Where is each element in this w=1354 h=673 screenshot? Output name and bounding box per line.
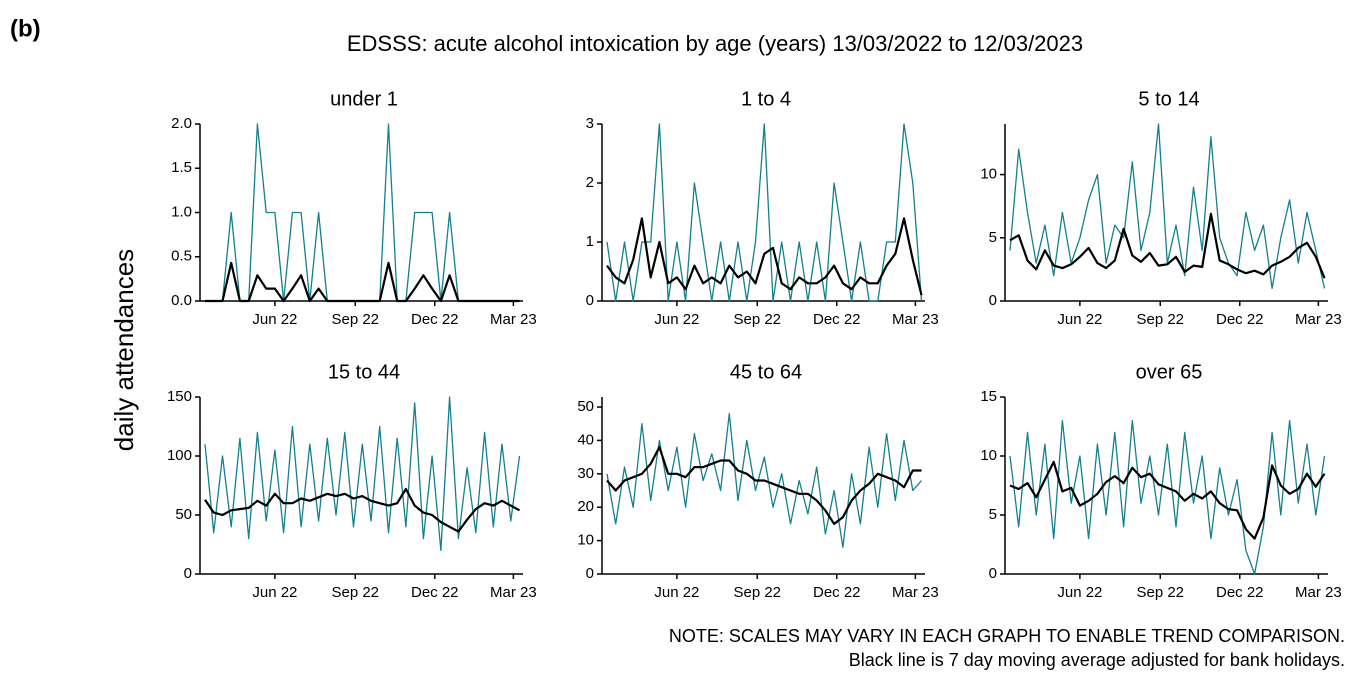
- panel-title: over 65: [1136, 361, 1203, 383]
- y-tick-label: 1.0: [171, 203, 192, 220]
- series-line: [204, 487, 521, 533]
- x-tick-label: Jun 22: [252, 311, 297, 328]
- x-tick-label: Jun 22: [1057, 311, 1102, 328]
- y-tick-label: 0.0: [171, 292, 192, 309]
- y-tick-label: 0: [184, 565, 192, 582]
- x-tick-label: Dec 22: [813, 311, 861, 328]
- y-tick-label: 3: [586, 115, 594, 132]
- y-tick-label: 1: [586, 233, 594, 250]
- note: NOTE: SCALES MAY VARY IN EACH GRAPH TO E…: [669, 626, 1345, 646]
- series-line: [606, 217, 923, 296]
- series-line: [205, 123, 520, 302]
- y-tick-label: 20: [577, 498, 594, 515]
- y-tick-label: 0.5: [171, 248, 192, 265]
- y-tick-label: 1.5: [171, 159, 192, 176]
- panel-title: 1 to 4: [741, 88, 791, 110]
- y-tick-label: 50: [577, 398, 594, 415]
- x-tick-label: Sep 22: [1136, 584, 1184, 601]
- panel-title: under 1: [330, 88, 398, 110]
- y-tick-label: 100: [167, 447, 192, 464]
- series-line: [606, 123, 923, 302]
- x-tick-label: Sep 22: [733, 584, 781, 601]
- y-axis-label: daily attendances: [109, 249, 139, 451]
- series-line: [606, 446, 922, 525]
- x-tick-label: Mar 23: [490, 584, 537, 601]
- y-tick-label: 40: [577, 431, 594, 448]
- y-tick-label: 0: [586, 292, 594, 309]
- x-tick-label: Jun 22: [654, 311, 699, 328]
- y-tick-label: 10: [980, 166, 997, 183]
- x-tick-label: Mar 23: [892, 311, 939, 328]
- y-tick-label: 2: [586, 174, 594, 191]
- y-tick-label: 50: [175, 506, 192, 523]
- y-tick-label: 0: [586, 565, 594, 582]
- y-tick-label: 10: [980, 447, 997, 464]
- x-tick-label: Mar 23: [1295, 584, 1342, 601]
- x-tick-label: Sep 22: [733, 311, 781, 328]
- y-tick-label: 5: [989, 229, 997, 246]
- x-tick-label: Sep 22: [1136, 311, 1184, 328]
- x-tick-label: Dec 22: [411, 584, 459, 601]
- y-tick-label: 10: [577, 532, 594, 549]
- x-tick-label: Jun 22: [252, 584, 297, 601]
- series-line: [205, 261, 520, 303]
- note: Black line is 7 day moving average adjus…: [849, 650, 1345, 670]
- series-line: [606, 413, 922, 548]
- x-tick-label: Mar 23: [892, 584, 939, 601]
- y-tick-label: 15: [980, 388, 997, 405]
- x-tick-label: Mar 23: [1295, 311, 1342, 328]
- panel-title: 5 to 14: [1138, 88, 1199, 110]
- series-line: [204, 396, 521, 552]
- x-tick-label: Sep 22: [331, 311, 379, 328]
- x-tick-label: Dec 22: [813, 584, 861, 601]
- x-tick-label: Jun 22: [1057, 584, 1102, 601]
- x-tick-label: Dec 22: [1216, 311, 1264, 328]
- x-tick-label: Dec 22: [1216, 584, 1264, 601]
- y-tick-label: 5: [989, 506, 997, 523]
- x-tick-label: Jun 22: [654, 584, 699, 601]
- panel-title: 15 to 44: [328, 361, 400, 383]
- y-tick-label: 0: [989, 292, 997, 309]
- y-tick-label: 150: [167, 388, 192, 405]
- y-tick-label: 2.0: [171, 115, 192, 132]
- x-tick-label: Dec 22: [411, 311, 459, 328]
- y-tick-label: 30: [577, 465, 594, 482]
- x-tick-label: Mar 23: [490, 311, 537, 328]
- chart-title: EDSSS: acute alcohol intoxication by age…: [347, 31, 1083, 56]
- series-line: [1009, 460, 1326, 540]
- y-tick-label: 0: [989, 565, 997, 582]
- figure-label: (b): [10, 15, 41, 42]
- series-line: [1009, 212, 1326, 279]
- series-line: [1009, 419, 1326, 575]
- x-tick-label: Sep 22: [331, 584, 379, 601]
- panel-title: 45 to 64: [730, 361, 802, 383]
